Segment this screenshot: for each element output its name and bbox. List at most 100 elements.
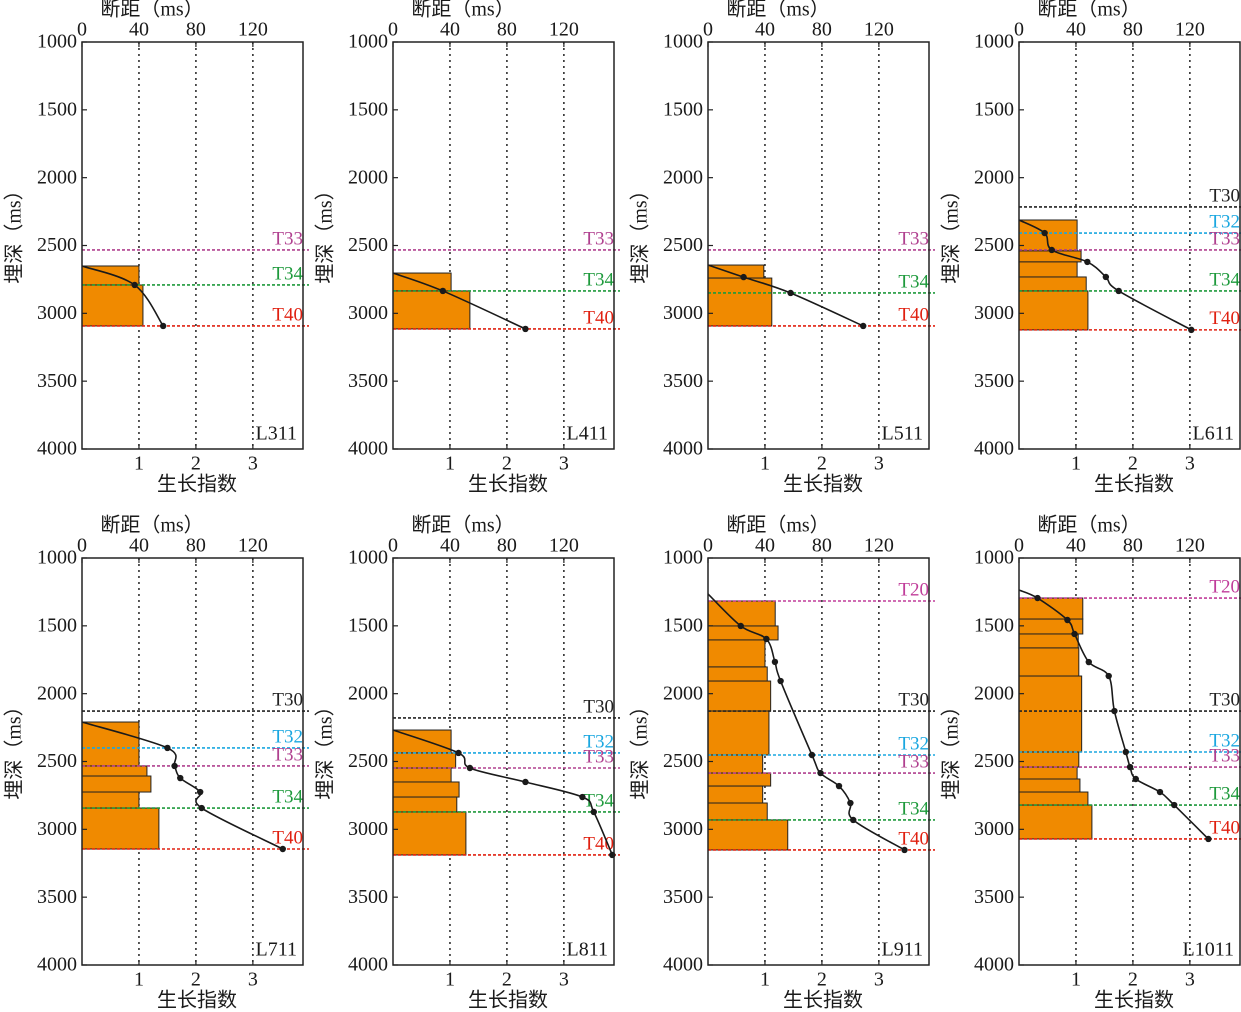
throw-point bbox=[466, 764, 474, 772]
horizon-label: T40 bbox=[898, 304, 929, 325]
horizon-label: T34 bbox=[898, 798, 929, 819]
x2-axis-title: 断距（ms） bbox=[411, 0, 514, 21]
throw-point bbox=[522, 778, 529, 786]
growth-bar bbox=[81, 791, 140, 809]
x2-tick-label: 0 bbox=[703, 19, 713, 41]
x2-tick-label: 0 bbox=[77, 19, 87, 41]
throw-point bbox=[579, 793, 586, 801]
throw-point bbox=[850, 816, 857, 824]
y-axis-title: 埋深（ms） bbox=[3, 696, 26, 799]
x-tick-label: 1 bbox=[1071, 969, 1081, 991]
plot-frame bbox=[81, 41, 304, 450]
growth-bar bbox=[707, 754, 764, 774]
horizon-label: T33 bbox=[272, 744, 303, 765]
x-tick-label: 3 bbox=[559, 969, 569, 991]
growth-bar bbox=[1018, 261, 1078, 278]
throw-point bbox=[159, 322, 167, 330]
horizon-label: T33 bbox=[272, 228, 303, 249]
plot-frame bbox=[392, 41, 615, 450]
x2-axis-title: 断距（ms） bbox=[100, 0, 203, 21]
y-tick-label: 1500 bbox=[974, 98, 1014, 120]
y-tick-label: 4000 bbox=[37, 954, 77, 976]
throw-point bbox=[1085, 658, 1092, 666]
y-tick-label: 3500 bbox=[37, 370, 77, 392]
x-tick-label: 2 bbox=[502, 969, 512, 991]
y-axis-title: 埋深（ms） bbox=[629, 696, 652, 799]
growth-bar bbox=[81, 775, 152, 793]
y-tick-label: 1000 bbox=[37, 547, 77, 569]
throw-curve bbox=[707, 264, 864, 327]
y-tick-label: 1500 bbox=[348, 98, 388, 120]
y-tick-label: 4000 bbox=[663, 954, 703, 976]
horizon-label: T33 bbox=[583, 746, 614, 767]
y-tick-label: 3500 bbox=[663, 886, 703, 908]
y-tick-label: 2000 bbox=[974, 682, 1014, 704]
x2-tick-label: 120 bbox=[1175, 19, 1205, 41]
y-tick-label: 2000 bbox=[348, 166, 388, 188]
horizon-label: T40 bbox=[1209, 308, 1240, 329]
horizon-label: T30 bbox=[898, 689, 929, 710]
x2-tick-label: 120 bbox=[549, 19, 579, 41]
x2-tick-label: 40 bbox=[755, 19, 775, 41]
y-tick-label: 2000 bbox=[37, 682, 77, 704]
panel-label: L711 bbox=[256, 939, 297, 961]
y-tick-label: 4000 bbox=[348, 954, 388, 976]
x2-tick-label: 120 bbox=[238, 535, 268, 557]
y-tick-label: 1500 bbox=[348, 614, 388, 636]
y-tick-label: 3000 bbox=[37, 818, 77, 840]
y-tick-label: 1000 bbox=[663, 31, 703, 53]
horizon-label: T30 bbox=[1209, 185, 1240, 206]
y-tick-label: 2000 bbox=[37, 166, 77, 188]
x-tick-label: 1 bbox=[760, 453, 770, 475]
x2-tick-label: 80 bbox=[1123, 19, 1143, 41]
panel-label: L611 bbox=[1193, 423, 1234, 445]
y-tick-label: 3000 bbox=[974, 818, 1014, 840]
y-tick-label: 2500 bbox=[348, 750, 388, 772]
x-axis-title: 生长指数 bbox=[468, 989, 548, 1012]
x2-tick-label: 40 bbox=[129, 535, 149, 557]
y-tick-label: 1000 bbox=[348, 31, 388, 53]
throw-point bbox=[1122, 748, 1129, 756]
y-tick-label: 3000 bbox=[663, 818, 703, 840]
panel: T33 T34 T40 1000 1500 2000 2500 3000 3500 4000 1 2 3… bbox=[629, 0, 935, 496]
throw-point bbox=[835, 782, 843, 790]
y-tick-label: 3500 bbox=[663, 370, 703, 392]
growth-bar bbox=[1018, 647, 1080, 677]
x2-tick-label: 40 bbox=[1066, 535, 1086, 557]
throw-point bbox=[787, 289, 794, 297]
horizon-label: T32 bbox=[1209, 211, 1240, 232]
x-tick-label: 2 bbox=[1128, 969, 1138, 991]
throw-point bbox=[737, 622, 744, 630]
x-tick-label: 3 bbox=[559, 453, 569, 475]
throw-point bbox=[1084, 258, 1091, 266]
x2-tick-label: 80 bbox=[497, 19, 517, 41]
throw-point bbox=[777, 677, 784, 685]
x2-tick-label: 40 bbox=[440, 535, 460, 557]
horizon-label: T40 bbox=[272, 827, 303, 848]
throw-point bbox=[1034, 594, 1041, 602]
growth-bar bbox=[707, 680, 772, 712]
throw-point bbox=[1156, 788, 1164, 796]
x-tick-label: 2 bbox=[191, 969, 201, 991]
horizon-label: T32 bbox=[1209, 730, 1240, 751]
x2-tick-label: 80 bbox=[812, 535, 832, 557]
x2-axis-title: 断距（ms） bbox=[100, 514, 203, 537]
y-tick-label: 3500 bbox=[974, 886, 1014, 908]
x-tick-label: 1 bbox=[134, 969, 144, 991]
y-tick-label: 1000 bbox=[348, 547, 388, 569]
horizon-label: T34 bbox=[898, 271, 929, 292]
x-axis-title: 生长指数 bbox=[468, 473, 548, 496]
horizon-label: T40 bbox=[583, 833, 614, 854]
x-tick-label: 1 bbox=[445, 453, 455, 475]
y-tick-label: 2500 bbox=[348, 234, 388, 256]
growth-bar bbox=[707, 819, 789, 851]
horizon-label: T33 bbox=[898, 228, 929, 249]
throw-point bbox=[522, 325, 529, 333]
growth-bar bbox=[392, 811, 467, 856]
x-axis-title: 生长指数 bbox=[1094, 989, 1174, 1012]
growth-bar bbox=[1018, 597, 1084, 620]
throw-point bbox=[590, 808, 597, 816]
panel-label: L311 bbox=[256, 423, 297, 445]
x2-tick-label: 40 bbox=[440, 19, 460, 41]
x2-tick-label: 80 bbox=[186, 19, 206, 41]
